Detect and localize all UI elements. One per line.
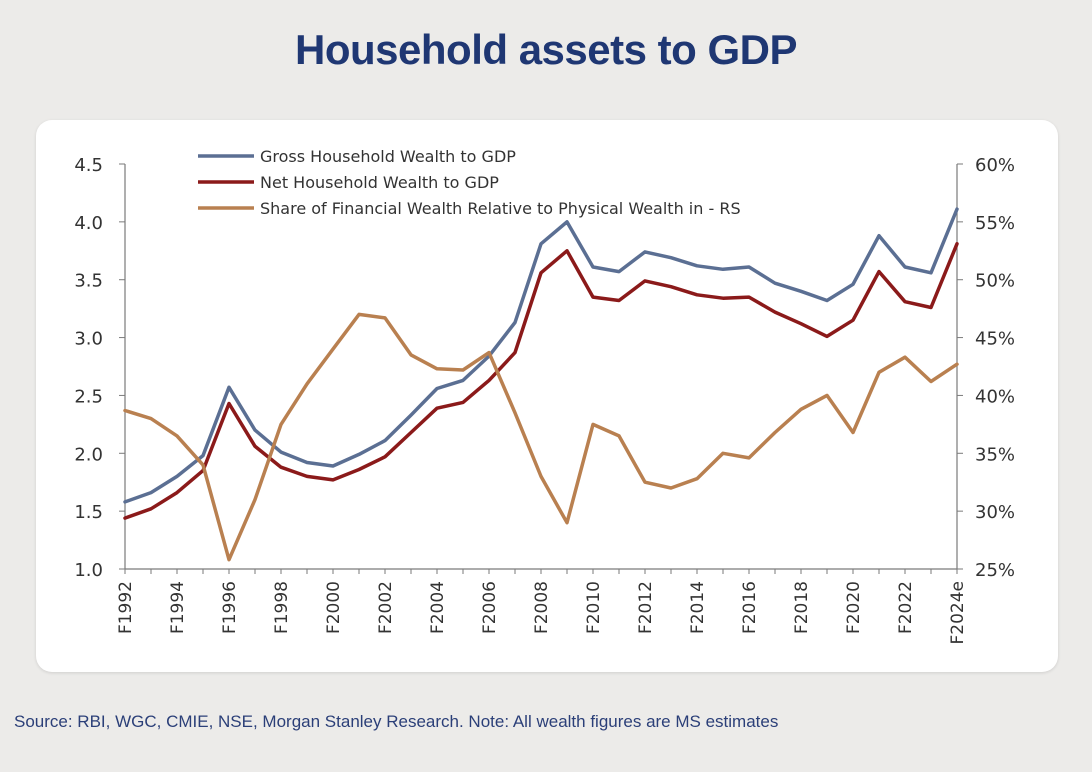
x-tick-label: F2004 [428,581,448,634]
right-tick-label: 60% [975,155,1015,176]
x-tick-label: F2018 [792,581,812,634]
chart-card: 4.5 4.0 3.5 3.0 2.5 2.0 1.5 1.0 60% 55% 50% 45% 40% 3… [36,120,1058,672]
x-tick-label: F1994 [168,581,188,634]
right-tick-label: 30% [975,502,1015,523]
left-tick-label: 4.0 [74,213,103,234]
right-tick-label: 40% [975,386,1015,407]
series-line-1 [123,207,959,504]
legend-label-2: Net Household Wealth to GDP [260,173,499,192]
left-tick-label: 1.5 [74,502,103,523]
x-tick-label: F2012 [636,581,656,634]
x-tick-label: F2024e [948,581,968,645]
x-tick-label: F1992 [116,581,136,634]
left-tick-label: 4.5 [74,155,103,176]
right-tick-label: 50% [975,271,1015,292]
x-tick-label: F2006 [480,581,500,634]
left-tick-label: 1.0 [74,560,103,581]
x-tick-label: F1996 [220,581,240,634]
series-line-2 [123,242,959,520]
x-tick-label: F2010 [584,581,604,634]
right-tick-label: 35% [975,444,1015,465]
legend-label-3: Share of Financial Wealth Relative to Ph… [260,199,741,218]
left-tick-label: 3.5 [74,271,103,292]
x-tick-label: F2014 [688,581,708,634]
right-tick-label: 45% [975,329,1015,350]
left-tick-label: 3.0 [74,329,103,350]
right-tick-label: 55% [975,213,1015,234]
x-tick-label: F2008 [532,581,552,634]
x-tick-label: F1998 [272,581,292,634]
page-title: Household assets to GDP [295,26,797,73]
x-tick-label: F2000 [324,581,344,634]
left-tick-label: 2.5 [74,386,103,407]
line-chart: 4.5 4.0 3.5 3.0 2.5 2.0 1.5 1.0 60% 55% 50% 45% 40% 3… [74,147,1015,645]
left-tick-label: 2.0 [74,444,103,465]
source-note: Source: RBI, WGC, CMIE, NSE, Morgan Stan… [14,712,779,731]
legend-label-1: Gross Household Wealth to GDP [260,147,516,166]
x-tick-label: F2022 [896,581,916,634]
x-tick-label: F2002 [376,581,396,634]
x-tick-label: F2020 [844,581,864,634]
right-tick-label: 25% [975,560,1015,581]
series-line-3 [123,312,959,562]
x-tick-label: F2016 [740,581,760,634]
